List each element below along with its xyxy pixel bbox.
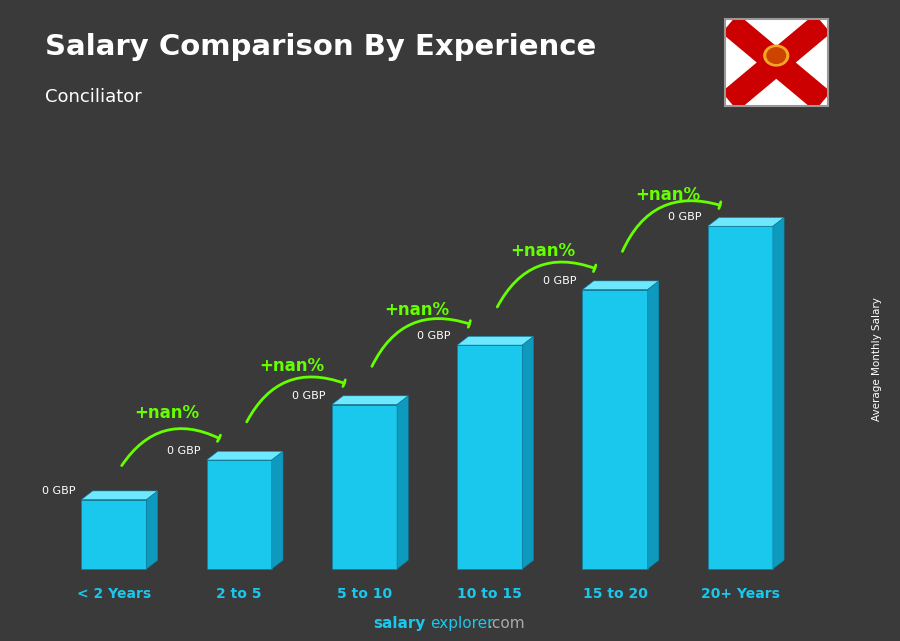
Polygon shape [522, 337, 534, 569]
Text: 0 GBP: 0 GBP [166, 446, 201, 456]
Text: .com: .com [487, 617, 525, 631]
Polygon shape [397, 395, 409, 569]
Polygon shape [648, 281, 659, 569]
Text: 0 GBP: 0 GBP [292, 390, 326, 401]
Text: +nan%: +nan% [134, 404, 199, 422]
Text: 0 GBP: 0 GBP [41, 486, 75, 495]
Text: +nan%: +nan% [509, 242, 575, 260]
Text: +nan%: +nan% [259, 357, 324, 375]
Text: Salary Comparison By Experience: Salary Comparison By Experience [45, 33, 596, 61]
Polygon shape [582, 290, 648, 569]
Polygon shape [207, 451, 283, 460]
Text: 0 GBP: 0 GBP [543, 276, 576, 286]
Polygon shape [81, 491, 158, 499]
Polygon shape [773, 217, 784, 569]
Polygon shape [457, 337, 534, 345]
Polygon shape [332, 395, 409, 404]
Polygon shape [81, 499, 147, 569]
Polygon shape [457, 345, 522, 569]
Circle shape [764, 45, 788, 66]
Polygon shape [272, 451, 283, 569]
Text: Conciliator: Conciliator [45, 88, 142, 106]
Text: 0 GBP: 0 GBP [668, 212, 701, 222]
Circle shape [767, 48, 786, 63]
Text: explorer: explorer [430, 617, 494, 631]
Polygon shape [207, 460, 272, 569]
Text: salary: salary [374, 617, 426, 631]
Text: +nan%: +nan% [384, 301, 450, 319]
Text: +nan%: +nan% [635, 187, 700, 204]
Polygon shape [582, 281, 659, 290]
Polygon shape [707, 217, 784, 226]
Text: Average Monthly Salary: Average Monthly Salary [872, 297, 883, 421]
Polygon shape [147, 491, 158, 569]
Polygon shape [707, 226, 773, 569]
Text: 0 GBP: 0 GBP [418, 331, 451, 341]
Polygon shape [332, 404, 397, 569]
